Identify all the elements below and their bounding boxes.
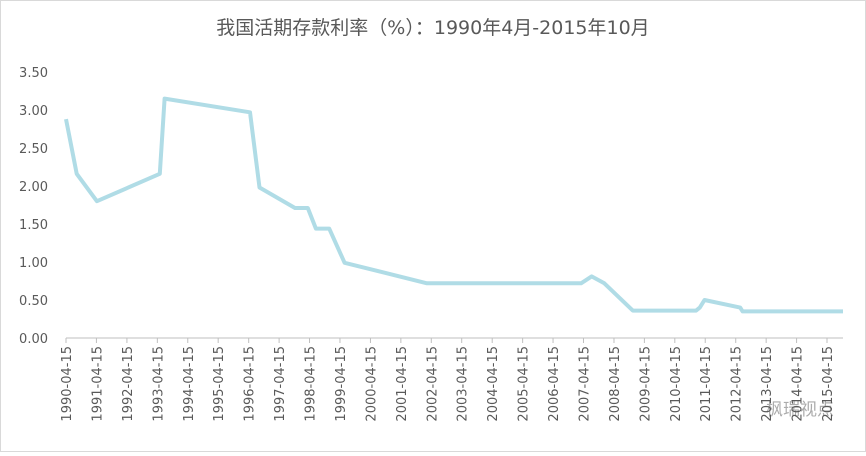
x-tick-label: 1999-04-15 (334, 346, 349, 422)
x-tick-label: 1993-04-15 (151, 346, 166, 422)
x-tick-label: 2001-04-15 (395, 346, 410, 422)
x-tick-label: 1995-04-15 (212, 346, 227, 422)
x-tick-label: 2014-04-15 (791, 346, 806, 422)
chart-title: 我国活期存款利率（%）：1990年4月-2015年10月 (216, 17, 649, 39)
y-tick-label: 0.50 (19, 294, 48, 309)
x-tick-label: 1990-04-15 (60, 346, 75, 422)
x-tick-label: 2010-04-15 (669, 346, 684, 422)
x-tick-label: 1992-04-15 (121, 346, 136, 422)
x-tick-label: 1997-04-15 (273, 346, 288, 422)
y-tick-label: 1.00 (19, 256, 48, 271)
x-tick-label: 1994-04-15 (182, 346, 197, 422)
y-tick-label: 1.50 (19, 218, 48, 233)
x-tick-label: 1998-04-15 (304, 346, 319, 422)
y-tick-label: 2.00 (19, 180, 48, 195)
x-tick-label: 2000-04-15 (364, 346, 379, 422)
x-tick-label: 2007-04-15 (577, 346, 592, 422)
x-tick-label: 2006-04-15 (547, 346, 562, 422)
x-tick-label: 2009-04-15 (638, 346, 653, 422)
x-tick-label: 2004-04-15 (486, 346, 501, 422)
x-tick-label: 2008-04-15 (608, 346, 623, 422)
series-line (64, 96, 843, 314)
y-tick-label: 2.50 (19, 142, 48, 157)
y-tick-label: 0.00 (19, 332, 48, 347)
x-tick-label: 2002-04-15 (425, 346, 440, 422)
x-tick-label: 1991-04-15 (90, 346, 105, 422)
x-tick-label: 2003-04-15 (456, 346, 471, 422)
y-tick-label: 3.50 (19, 66, 48, 81)
x-tick-label: 2015-04-15 (821, 346, 836, 422)
x-tick-label: 2005-04-15 (517, 346, 532, 422)
x-tick-label: 2012-04-15 (730, 346, 745, 422)
x-tick-label: 1996-04-15 (243, 346, 258, 422)
y-tick-label: 3.00 (19, 104, 48, 119)
watermark: 枫瑞视点 (766, 400, 834, 420)
x-tick-label: 2013-04-15 (760, 346, 775, 422)
x-tick-label: 2011-04-15 (699, 346, 714, 422)
